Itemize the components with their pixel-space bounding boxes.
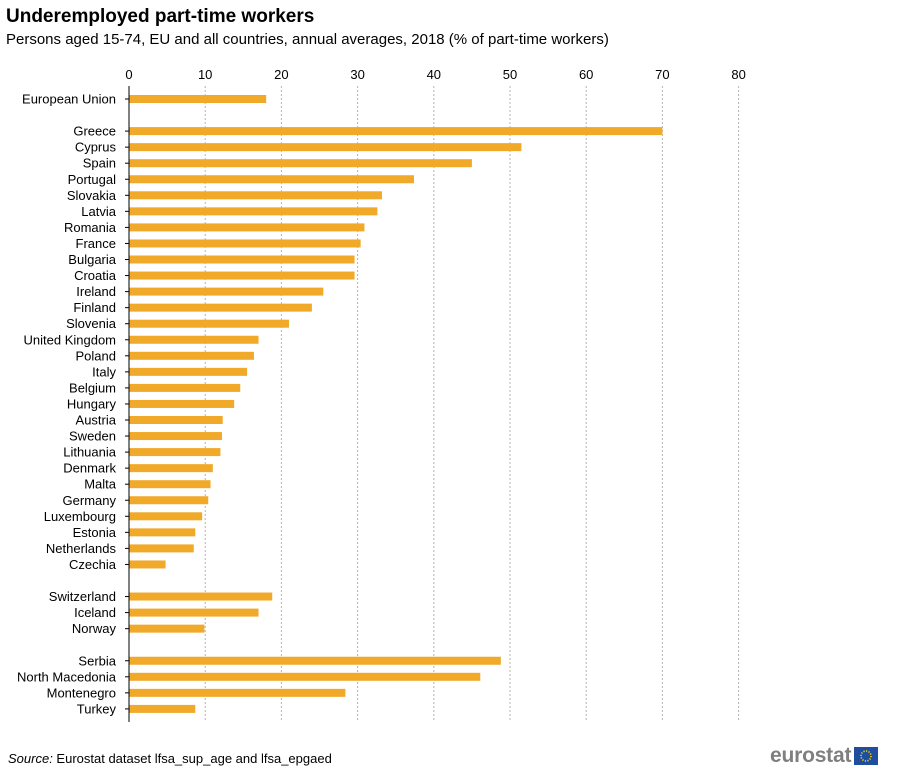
category-label: Czechia — [69, 557, 117, 572]
bar — [129, 255, 355, 264]
bar — [129, 512, 203, 521]
x-tick-label: 80 — [731, 67, 745, 82]
bar — [129, 287, 324, 296]
bar — [129, 239, 361, 248]
bar — [129, 367, 248, 376]
category-label: Ireland — [76, 284, 116, 299]
bar — [129, 560, 166, 569]
bar — [129, 319, 290, 328]
category-label: Finland — [73, 300, 116, 315]
chart-title: Underemployed part-time workers — [6, 6, 315, 27]
bar — [129, 480, 211, 489]
category-label: Austria — [76, 413, 117, 428]
category-label: Slovakia — [67, 188, 117, 203]
category-label: Turkey — [77, 701, 117, 716]
bar — [129, 528, 196, 537]
category-label: Iceland — [74, 605, 116, 620]
eurostat-logo: eurostat — [770, 744, 879, 768]
category-label: Sweden — [69, 429, 116, 444]
x-tick-label: 0 — [125, 67, 132, 82]
category-label: Norway — [72, 621, 117, 636]
x-tick-label: 70 — [655, 67, 669, 82]
category-label: United Kingdom — [24, 332, 117, 347]
logo-text: eurostat — [770, 744, 852, 767]
x-tick-label: 20 — [274, 67, 288, 82]
bar-chart: 0 10 20 30 40 50 60 70 80 European Union GreeceCyp… — [17, 67, 746, 722]
bar — [129, 432, 222, 441]
x-tick-label: 30 — [350, 67, 364, 82]
category-label: Malta — [84, 477, 117, 492]
bar — [129, 416, 223, 424]
bar — [129, 351, 254, 360]
chart-subtitle: Persons aged 15-74, EU and all countries… — [6, 31, 609, 48]
bar — [129, 127, 663, 136]
category-label: Estonia — [73, 525, 117, 540]
bar — [129, 624, 205, 633]
category-label: Bulgaria — [68, 252, 116, 267]
bar — [129, 592, 273, 601]
bar — [129, 175, 414, 184]
bar — [129, 672, 481, 681]
bar — [129, 544, 194, 553]
bar — [129, 303, 312, 312]
category-label: Luxembourg — [44, 509, 116, 524]
bar — [129, 383, 241, 392]
category-label: Serbia — [78, 653, 116, 668]
category-label: Montenegro — [47, 685, 116, 700]
bar — [129, 688, 346, 697]
bar — [129, 399, 235, 408]
category-label: Portugal — [68, 172, 117, 187]
category-label: France — [76, 236, 116, 251]
category-label: Greece — [73, 124, 116, 139]
x-tick-label: 60 — [579, 67, 593, 82]
bar — [129, 656, 501, 665]
eu-flag-icon — [854, 747, 879, 765]
source-text: Eurostat dataset lfsa_sup_age and lfsa_e… — [52, 751, 332, 766]
bar — [129, 608, 259, 617]
category-label: Romania — [64, 220, 117, 235]
category-label: Spain — [83, 156, 116, 171]
category-label: North Macedonia — [17, 669, 117, 684]
bar — [129, 335, 259, 344]
source-note: Source: Eurostat dataset lfsa_sup_age an… — [8, 751, 332, 766]
category-label: European Union — [22, 92, 116, 107]
category-label: Hungary — [67, 396, 117, 411]
bar — [129, 159, 472, 168]
category-label: Cyprus — [75, 140, 117, 155]
bar — [129, 464, 213, 473]
category-label: Poland — [76, 348, 116, 363]
bar — [129, 448, 221, 457]
bar — [129, 207, 378, 216]
category-label: Denmark — [63, 461, 116, 476]
x-tick-label: 50 — [503, 67, 517, 82]
category-label: Belgium — [69, 380, 116, 395]
category-label: Switzerland — [49, 589, 116, 604]
category-label: Lithuania — [63, 445, 117, 460]
category-label: Croatia — [74, 268, 117, 283]
x-tick-label: 10 — [198, 67, 212, 82]
bar — [129, 143, 522, 152]
bar — [129, 191, 382, 200]
category-label: Italy — [92, 364, 116, 379]
category-label: Latvia — [81, 204, 116, 219]
bar — [129, 271, 355, 280]
bar — [129, 704, 196, 713]
category-label: Slovenia — [66, 316, 117, 331]
x-tick-label: 40 — [427, 67, 441, 82]
source-label: Source: — [8, 751, 53, 766]
category-label: Netherlands — [46, 541, 117, 556]
bar — [129, 496, 209, 505]
bar — [129, 223, 365, 232]
bar — [129, 95, 267, 103]
category-label: Germany — [63, 493, 117, 508]
